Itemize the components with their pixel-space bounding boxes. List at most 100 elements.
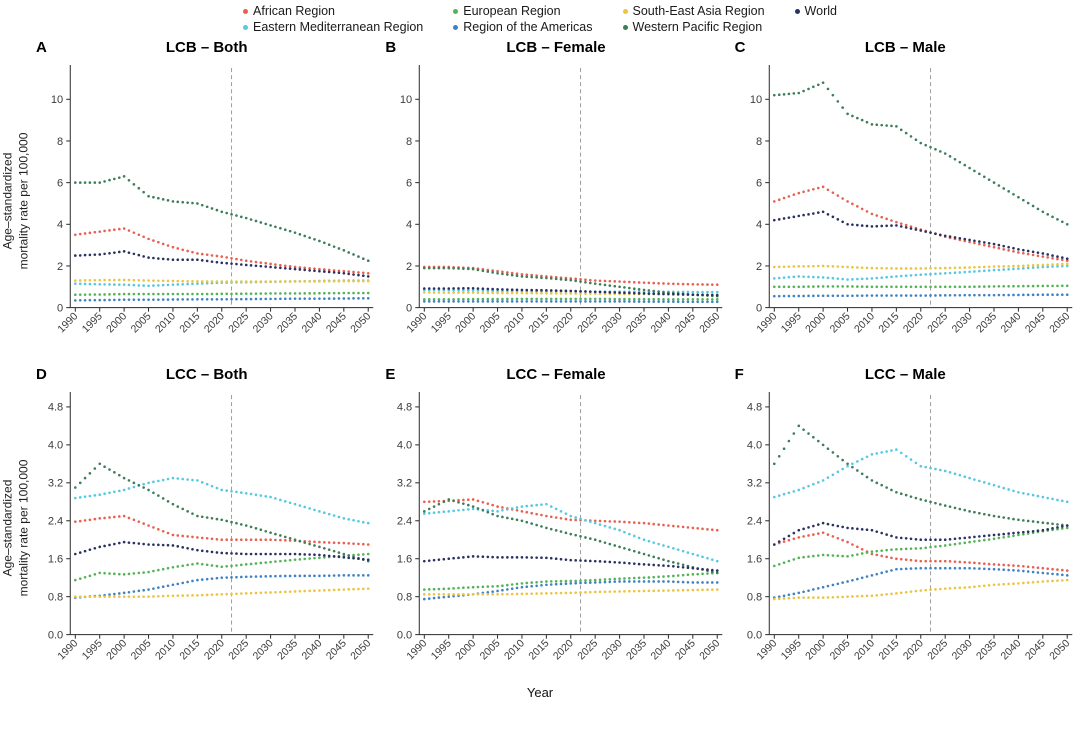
legend-dot-icon bbox=[794, 9, 800, 14]
legend-item: Eastern Mediterranean Region bbox=[243, 20, 423, 35]
svg-text:2: 2 bbox=[756, 261, 762, 273]
svg-text:2030: 2030 bbox=[251, 637, 276, 662]
svg-text:2020: 2020 bbox=[551, 310, 576, 335]
svg-text:2030: 2030 bbox=[949, 637, 974, 662]
svg-text:2035: 2035 bbox=[624, 310, 649, 335]
legend-item: African Region bbox=[243, 4, 423, 19]
svg-text:2040: 2040 bbox=[998, 637, 1023, 662]
panel-row-lcb: Age–standardized mortality rate per 100,… bbox=[0, 37, 1080, 364]
svg-text:10: 10 bbox=[750, 94, 762, 106]
y-axis-label-line2: mortality rate per 100,000 bbox=[16, 459, 30, 596]
panel-title: LCB – Male bbox=[864, 39, 946, 56]
svg-text:2015: 2015 bbox=[876, 310, 901, 335]
legend-label: Region of the Americas bbox=[463, 20, 593, 34]
svg-text:2010: 2010 bbox=[153, 637, 178, 662]
panel-letter: E bbox=[385, 366, 396, 383]
svg-text:2035: 2035 bbox=[624, 637, 649, 662]
series-eastern-mediterranean-region bbox=[73, 476, 370, 525]
svg-text:2010: 2010 bbox=[852, 310, 877, 335]
svg-text:10: 10 bbox=[400, 94, 412, 106]
svg-text:2035: 2035 bbox=[275, 310, 300, 335]
svg-text:1.6: 1.6 bbox=[746, 554, 761, 566]
svg-text:3.2: 3.2 bbox=[746, 478, 761, 490]
svg-text:4: 4 bbox=[756, 219, 762, 231]
svg-text:2035: 2035 bbox=[974, 310, 999, 335]
series-south-east-asia-region bbox=[73, 278, 370, 283]
svg-text:2.4: 2.4 bbox=[48, 516, 63, 528]
series-african-region bbox=[772, 531, 1069, 572]
series-region-of-the-americas bbox=[772, 293, 1069, 298]
svg-text:0.0: 0.0 bbox=[397, 629, 412, 641]
svg-text:2035: 2035 bbox=[974, 637, 999, 662]
svg-text:2025: 2025 bbox=[576, 637, 601, 662]
svg-text:2: 2 bbox=[406, 261, 412, 273]
legend-label: European Region bbox=[463, 4, 561, 18]
legend-dot-icon bbox=[622, 9, 628, 14]
svg-text:2000: 2000 bbox=[803, 637, 828, 662]
svg-text:2025: 2025 bbox=[576, 310, 601, 335]
svg-text:1.6: 1.6 bbox=[397, 554, 412, 566]
svg-text:1995: 1995 bbox=[429, 310, 454, 335]
series-western-pacific-region bbox=[73, 462, 370, 563]
svg-text:2025: 2025 bbox=[226, 637, 251, 662]
legend-dot-icon bbox=[453, 9, 459, 14]
legend-item: Region of the Americas bbox=[453, 20, 593, 35]
svg-text:3.2: 3.2 bbox=[397, 478, 412, 490]
legend-dot-icon bbox=[622, 25, 628, 30]
svg-text:2045: 2045 bbox=[324, 310, 349, 335]
series-region-of-the-americas bbox=[73, 296, 370, 302]
svg-text:2045: 2045 bbox=[673, 637, 698, 662]
svg-text:2045: 2045 bbox=[324, 637, 349, 662]
svg-text:2030: 2030 bbox=[949, 310, 974, 335]
svg-text:4: 4 bbox=[406, 219, 412, 231]
svg-text:2.4: 2.4 bbox=[397, 516, 412, 528]
svg-text:2000: 2000 bbox=[104, 637, 129, 662]
svg-text:2015: 2015 bbox=[527, 310, 552, 335]
svg-text:10: 10 bbox=[51, 94, 63, 106]
svg-text:2025: 2025 bbox=[226, 310, 251, 335]
panel-letter: D bbox=[36, 366, 47, 383]
legend-label: Western Pacific Region bbox=[632, 20, 763, 34]
svg-text:2050: 2050 bbox=[348, 310, 373, 335]
svg-text:2030: 2030 bbox=[251, 310, 276, 335]
svg-text:2015: 2015 bbox=[527, 637, 552, 662]
svg-text:8: 8 bbox=[406, 136, 412, 148]
svg-text:2040: 2040 bbox=[299, 310, 324, 335]
series-western-pacific-region bbox=[772, 81, 1069, 226]
series-south-east-asia-region bbox=[423, 588, 719, 596]
svg-text:1995: 1995 bbox=[778, 310, 803, 335]
svg-text:2005: 2005 bbox=[478, 637, 503, 662]
svg-text:2045: 2045 bbox=[673, 310, 698, 335]
svg-text:2040: 2040 bbox=[649, 310, 674, 335]
y-axis-label-bottom: Age–standardized mortality rate per 100,… bbox=[0, 364, 32, 691]
svg-text:2005: 2005 bbox=[827, 637, 852, 662]
svg-text:2005: 2005 bbox=[129, 310, 154, 335]
panel-row-lcc: Age–standardized mortality rate per 100,… bbox=[0, 364, 1080, 691]
svg-text:0: 0 bbox=[57, 302, 63, 314]
svg-text:2020: 2020 bbox=[900, 310, 925, 335]
svg-text:0.0: 0.0 bbox=[48, 629, 63, 641]
panel-lcb-female: B LCB – Female 0 2 4 6 8 10 1990 1995 2000 2005 20… bbox=[381, 37, 730, 364]
panel-title: LCC – Female bbox=[506, 366, 606, 383]
svg-text:2045: 2045 bbox=[1023, 310, 1048, 335]
svg-text:2030: 2030 bbox=[600, 637, 625, 662]
svg-text:0.8: 0.8 bbox=[48, 592, 63, 604]
svg-text:4: 4 bbox=[57, 219, 63, 231]
svg-text:2010: 2010 bbox=[502, 310, 527, 335]
legend-label: Eastern Mediterranean Region bbox=[253, 20, 424, 34]
y-axis-label-top: Age–standardized mortality rate per 100,… bbox=[0, 37, 32, 364]
svg-text:1995: 1995 bbox=[80, 310, 105, 335]
svg-text:2000: 2000 bbox=[104, 310, 129, 335]
panel-lcb-male: C LCB – Male 0 2 4 6 8 10 1990 1995 2000 2005 2010… bbox=[731, 37, 1080, 364]
panel-lcb-both: A LCB – Both 0 2 4 6 8 10 1990 1995 2000 2005 2010… bbox=[32, 37, 381, 364]
legend-dot-icon bbox=[243, 9, 249, 14]
series-world bbox=[73, 250, 370, 278]
series-world bbox=[772, 521, 1069, 546]
series-african-region bbox=[73, 227, 370, 275]
svg-text:2020: 2020 bbox=[202, 310, 227, 335]
svg-text:2025: 2025 bbox=[925, 637, 950, 662]
series-eastern-mediterranean-region bbox=[772, 448, 1069, 504]
